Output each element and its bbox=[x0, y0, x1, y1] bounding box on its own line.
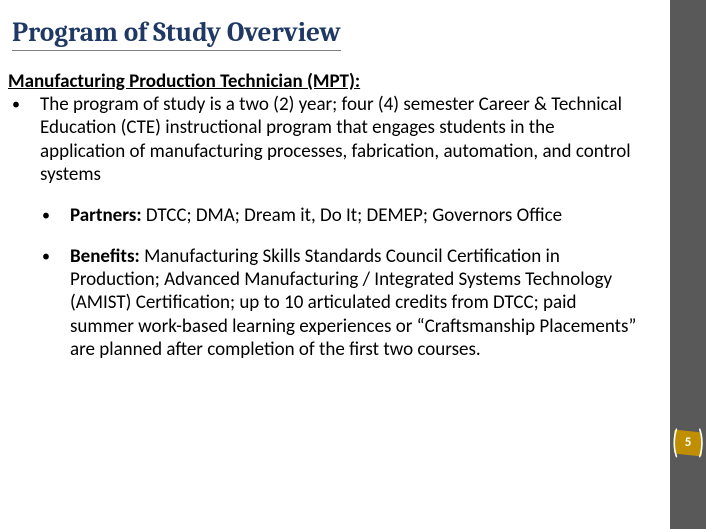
subheading: Manufacturing Production Technician (MPT… bbox=[8, 70, 638, 93]
bullet-dot-icon: • bbox=[42, 245, 70, 361]
partners-text: DTCC; DMA; Dream it, Do It; DEMEP; Gover… bbox=[146, 204, 562, 227]
bullet-level2-benefits: • Benefits: Manufacturing Skills Standar… bbox=[8, 245, 638, 361]
partners-line: Partners: DTCC; DMA; Dream it, Do It; DE… bbox=[70, 204, 638, 227]
bullet-level2-partners: • Partners: DTCC; DMA; Dream it, Do It; … bbox=[8, 204, 638, 227]
slide-content: Manufacturing Production Technician (MPT… bbox=[8, 70, 638, 361]
bullet-dot-icon: • bbox=[8, 93, 40, 186]
bullet1-text: The program of study is a two (2) year; … bbox=[40, 93, 638, 186]
benefits-text: Manufacturing Skills Standards Council C… bbox=[70, 245, 636, 361]
benefits-label: Benefits: bbox=[70, 245, 144, 268]
page-number: 5 bbox=[674, 431, 702, 455]
slide: ( ) 5 Program of Study Overview Manufact… bbox=[0, 0, 706, 529]
partners-label: Partners: bbox=[70, 204, 146, 227]
bullet-dot-icon: • bbox=[42, 204, 70, 227]
bullet-level1: • The program of study is a two (2) year… bbox=[8, 93, 638, 186]
slide-title: Program of Study Overview bbox=[12, 16, 341, 51]
benefits-line: Benefits: Manufacturing Skills Standards… bbox=[70, 245, 638, 361]
